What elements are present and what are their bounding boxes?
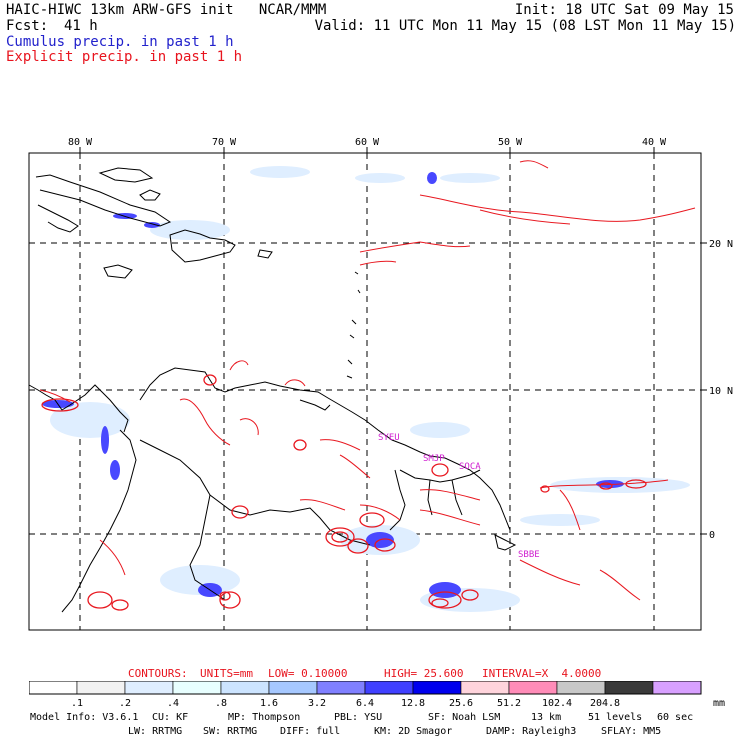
cumulus-scheme: CU: KF	[152, 712, 189, 723]
coastlines	[28, 167, 517, 613]
vertical-levels: 51 levels	[588, 712, 643, 723]
explicit-precip-contours	[39, 160, 696, 601]
explicit-precip-cells	[41, 374, 647, 611]
shortwave-scheme: SW: RRTMG	[203, 726, 258, 737]
color-bar-cell	[268, 681, 318, 695]
color-bar-label: .2	[119, 698, 131, 709]
color-bar-label: 12.8	[401, 698, 425, 709]
color-bar-label: 6.4	[356, 698, 374, 709]
color-bar: .1.2.4.8 1.6 3.2 6.4 12.8 25.6 51.2 102.4 204.8 …	[29, 681, 725, 709]
color-bar-cell	[412, 681, 462, 695]
grid-spacing: 13 km	[531, 712, 562, 723]
contours-low: LOW= 0.10000	[268, 667, 348, 680]
station-label-soca: SOCA	[459, 462, 481, 472]
color-bar-label: .1	[71, 698, 83, 709]
color-bar-label: 25.6	[449, 698, 473, 709]
lon-label-40w: 40 W	[642, 137, 667, 148]
contours-interval: INTERVAL=X 4.0000	[482, 667, 602, 680]
color-bar-label: 1.6	[260, 698, 278, 709]
surface-layer: SFLAY: MM5	[601, 726, 662, 737]
pbl-scheme: PBL: YSU	[334, 712, 383, 723]
color-bar-cell	[460, 681, 510, 695]
lon-label-60w: 60 W	[355, 137, 380, 148]
precip-map: 80 W 70 W 60 W 50 W 40 W 20 N 10 N 0 SYE…	[28, 137, 733, 631]
color-bar-cell	[556, 681, 606, 695]
color-bar-cell	[124, 681, 174, 695]
color-bar-cell	[364, 681, 414, 695]
cumulus-light-areas	[50, 166, 690, 612]
color-bar-label: .8	[215, 698, 227, 709]
lat-label-20n: 20 N	[709, 239, 733, 250]
lon-label-50w: 50 W	[498, 137, 523, 148]
explicit-legend: Explicit precip. in past 1 h	[6, 49, 243, 65]
lat-label-10n: 10 N	[709, 386, 733, 397]
eddy-coefficient: KM: 2D Smagor	[374, 726, 453, 737]
cumulus-legend: Cumulus precip. in past 1 h	[6, 34, 234, 50]
forecast-label: Fcst:	[6, 18, 49, 34]
contours-units: UNITS=mm	[200, 667, 253, 680]
color-bar-cell	[316, 681, 366, 695]
color-bar-cell	[29, 681, 78, 695]
color-bar-label: 204.8	[590, 698, 620, 709]
color-bar-cell	[172, 681, 222, 695]
color-bar-label: .4	[167, 698, 179, 709]
color-bar-cell	[652, 681, 702, 695]
color-bar-label: 51.2	[497, 698, 521, 709]
station-label-sbbe: SBBE	[518, 550, 540, 560]
damping: DAMP: Rayleigh3	[486, 726, 577, 737]
color-bar-label: 3.2	[308, 698, 326, 709]
valid-time: Valid: 11 UTC Mon 11 May 15 (08 LST Mon …	[314, 18, 736, 34]
station-label-smjp: SMJP	[423, 454, 445, 464]
model-info: Model Info: V3.6.1	[30, 712, 139, 723]
lon-label-80w: 80 W	[68, 137, 93, 148]
longwave-scheme: LW: RRTMG	[128, 726, 183, 737]
map-frame	[28, 152, 702, 631]
graticule	[29, 153, 701, 630]
microphysics: MP: Thompson	[228, 712, 301, 723]
lon-label-70w: 70 W	[212, 137, 237, 148]
color-bar-label: 102.4	[542, 698, 572, 709]
color-bar-cell	[604, 681, 654, 695]
station-label-syeu: SYEU	[378, 433, 400, 443]
color-bar-unit: mm	[713, 698, 725, 709]
lat-label-0: 0	[709, 530, 715, 541]
forecast-hour: 41 h	[64, 18, 98, 34]
color-bar-cell	[508, 681, 558, 695]
surface-scheme: SF: Noah LSM	[428, 712, 501, 723]
contours-label: CONTOURS:	[128, 667, 188, 680]
time-step: 60 sec	[657, 712, 694, 723]
model-title: HAIC-HIWC 13km ARW-GFS init NCAR/MMM	[6, 2, 327, 18]
color-bar-cell	[220, 681, 270, 695]
color-bar-cell	[76, 681, 126, 695]
diffusion: DIFF: full	[280, 726, 341, 737]
contours-high: HIGH= 25.600	[384, 667, 464, 680]
init-time: Init: 18 UTC Sat 09 May 15	[514, 2, 734, 18]
